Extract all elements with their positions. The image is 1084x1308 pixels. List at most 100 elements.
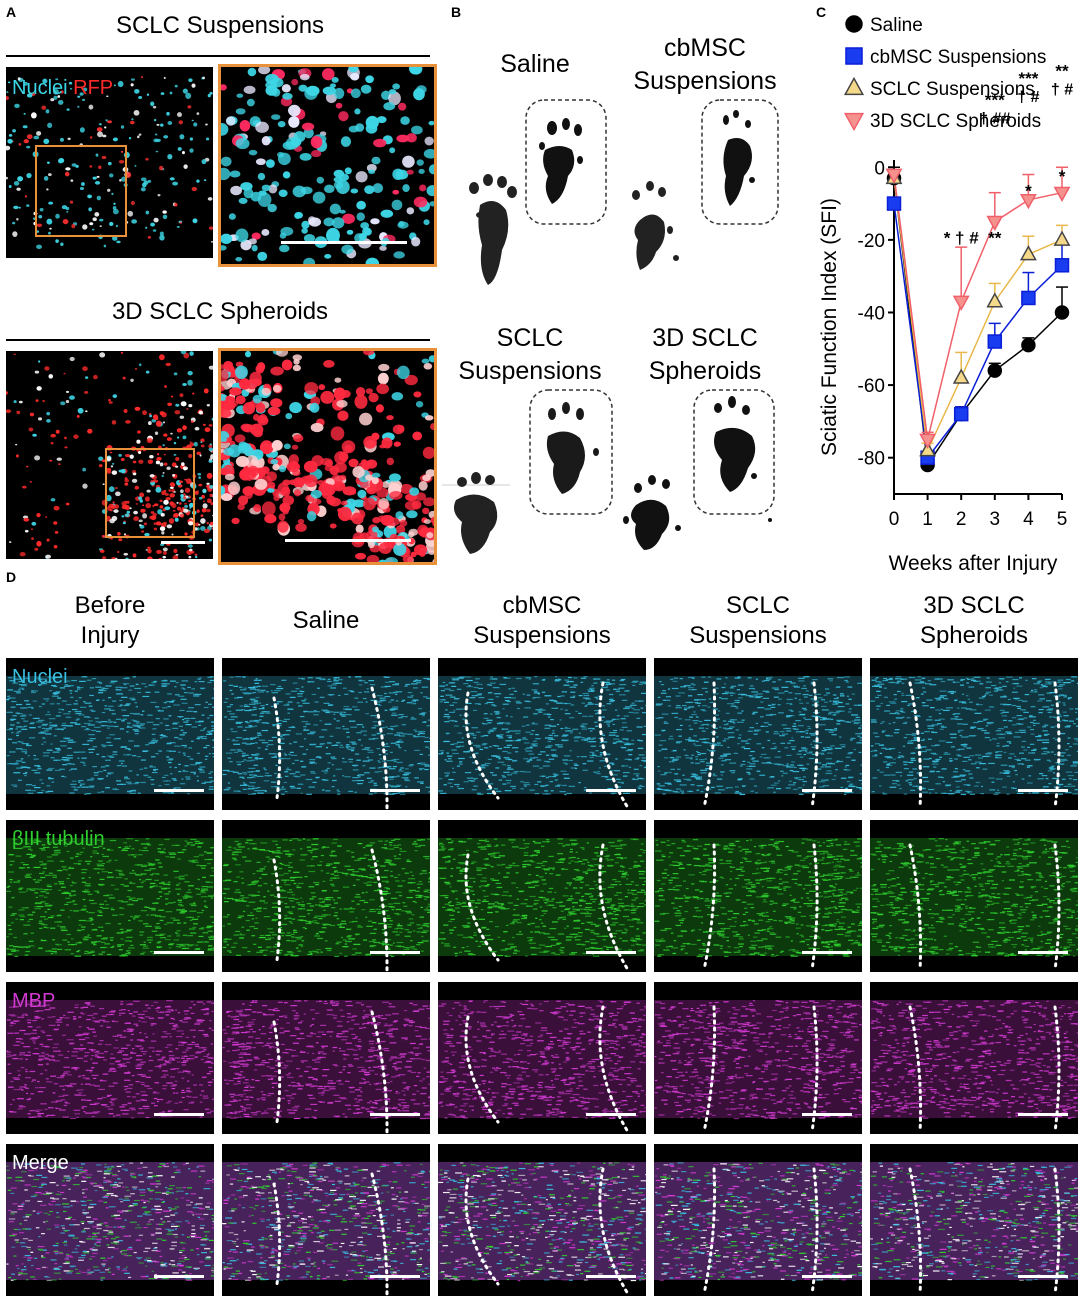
fiber-signal	[832, 700, 840, 702]
fiber-signal	[845, 756, 851, 758]
cell-nucleus	[26, 204, 30, 208]
fiber-signal	[759, 774, 766, 776]
fiber-signal	[486, 719, 493, 721]
fiber-signal	[633, 773, 640, 775]
fiber-signal	[985, 753, 992, 755]
fiber-signal	[484, 762, 491, 765]
cell-nucleus	[140, 76, 144, 79]
fiber-signal	[818, 768, 822, 770]
fiber-signal	[956, 749, 961, 751]
fiber-signal	[727, 746, 730, 749]
fiber-signal	[489, 730, 494, 732]
data-point	[843, 76, 865, 96]
fiber-signal	[387, 727, 394, 730]
cell-nucleus	[406, 169, 414, 175]
cell-nucleus	[271, 440, 283, 451]
fiber-signal	[30, 721, 36, 724]
fiber-signal	[333, 718, 336, 720]
footprint-sclc-spheroid	[623, 389, 775, 550]
cell-nucleus	[230, 185, 242, 196]
cell-nucleus	[253, 504, 262, 512]
fiber-signal	[851, 693, 855, 695]
fiber-signal	[506, 723, 511, 725]
fiber-signal	[391, 714, 398, 716]
cell-nucleus	[297, 518, 305, 524]
fiber-signal	[155, 741, 158, 743]
cell-nucleus	[402, 554, 414, 562]
cell-nucleus	[56, 457, 62, 461]
fiber-signal	[658, 717, 664, 719]
injury-boundary	[810, 681, 819, 810]
cell-nucleus	[50, 98, 55, 102]
fiber-signal	[1043, 734, 1048, 736]
fiber-signal	[893, 758, 896, 760]
fiber-signal	[794, 693, 802, 695]
cell-nucleus	[118, 453, 122, 457]
fiber-signal	[308, 786, 315, 788]
cell-nucleus	[111, 462, 115, 465]
fiber-signal	[826, 770, 832, 772]
fiber-signal	[729, 719, 734, 721]
fiber-signal	[89, 738, 96, 740]
fiber-signal	[954, 768, 958, 770]
fiber-signal	[266, 691, 269, 693]
fiber-signal	[480, 735, 485, 737]
fiber-signal	[1020, 709, 1026, 711]
cell-nucleus	[88, 207, 92, 212]
fiber-signal	[495, 790, 502, 792]
cell-nucleus	[200, 441, 203, 444]
fiber-signal	[564, 713, 571, 715]
cell-nucleus	[108, 401, 113, 404]
fiber-signal	[708, 750, 716, 752]
paw-group-label: Saline	[465, 48, 605, 81]
fiber-signal	[53, 735, 57, 737]
fiber-signal	[970, 679, 977, 681]
fiber-signal	[379, 766, 386, 768]
fiber-signal	[31, 691, 36, 694]
nerve-image	[870, 658, 1078, 810]
fiber-signal	[939, 728, 944, 730]
fiber-signal	[696, 702, 701, 704]
fiber-signal	[109, 756, 115, 758]
fiber-signal	[1064, 720, 1068, 722]
fiber-signal	[32, 700, 38, 702]
fiber-signal	[935, 709, 941, 711]
fiber-signal	[398, 739, 403, 741]
fiber-signal	[815, 701, 819, 704]
cell-nucleus	[159, 234, 165, 241]
fiber-signal	[208, 772, 211, 775]
cell-nucleus	[55, 429, 60, 434]
fiber-signal	[489, 684, 493, 686]
fiber-signal	[270, 683, 276, 686]
fiber-signal	[253, 691, 257, 694]
cell-nucleus	[200, 444, 205, 448]
fiber-signal	[289, 785, 295, 788]
fiber-signal	[403, 778, 409, 780]
fiber-signal	[329, 735, 334, 737]
fiber-signal	[453, 710, 456, 712]
fiber-signal	[143, 767, 148, 769]
cell-nucleus	[43, 176, 49, 181]
cell-nucleus	[188, 78, 193, 83]
fiber-signal	[412, 687, 418, 689]
fiber-signal	[561, 691, 568, 693]
fiber-signal	[575, 710, 578, 713]
fiber-signal	[1063, 759, 1068, 762]
fiber-signal	[325, 746, 328, 749]
fiber-signal	[181, 702, 188, 704]
fiber-signal	[1008, 720, 1013, 722]
fiber-signal	[755, 696, 761, 699]
fiber-signal	[837, 705, 845, 708]
fiber-signal	[665, 696, 671, 698]
fiber-signal	[199, 771, 206, 773]
fiber-signal	[403, 774, 408, 776]
fiber-signal	[737, 676, 741, 678]
fiber-signal	[158, 750, 162, 752]
fiber-signal	[860, 732, 862, 734]
fiber-signal	[576, 756, 580, 758]
cell-nucleus	[108, 486, 115, 493]
fiber-signal	[792, 748, 795, 750]
fiber-signal	[301, 690, 305, 693]
cell-nucleus	[66, 211, 69, 213]
fiber-signal	[84, 680, 87, 682]
